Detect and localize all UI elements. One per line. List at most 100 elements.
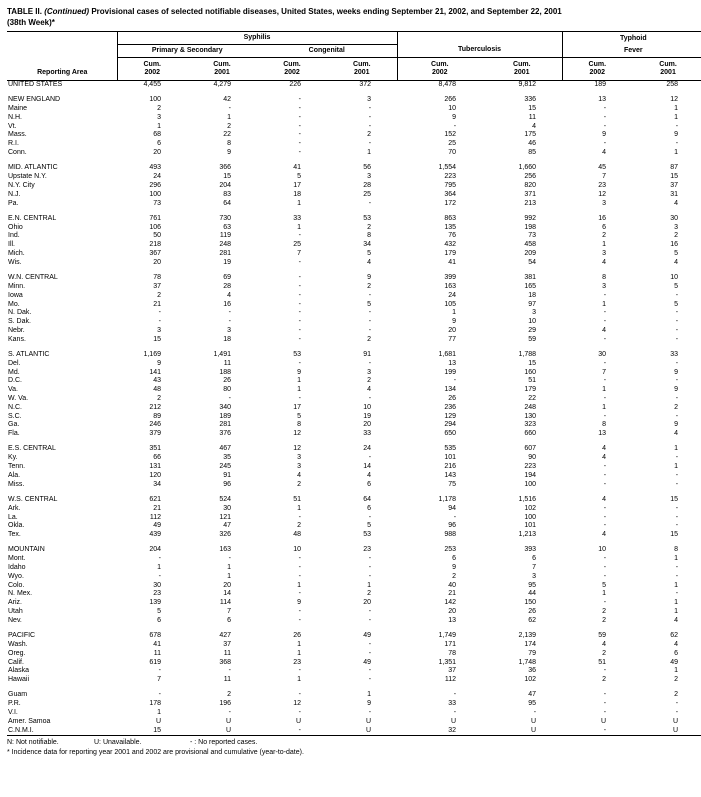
value-cell: -: [675, 454, 679, 462]
value-cell: -: [368, 608, 372, 616]
value-cell: 10: [598, 546, 607, 554]
value-cell: 13: [598, 430, 607, 438]
value-cell: 266: [444, 96, 457, 104]
reporting-area-cell: Okla.: [8, 522, 25, 530]
value-cell: -: [158, 572, 161, 580]
footnote-incidence: * Incidence data for reporting year 2001…: [7, 748, 304, 756]
value-cell: 2: [157, 291, 161, 299]
reporting-area-cell: W.S. CENTRAL: [8, 495, 58, 503]
value-cell: 4: [297, 471, 301, 479]
value-cell: 189: [594, 81, 607, 88]
value-cell: 1: [674, 105, 679, 113]
value-cell: -: [675, 140, 679, 148]
value-cell: 1: [297, 199, 301, 207]
table-row: Vt. 1 2 - - - 4 - -: [7, 123, 701, 132]
value-cell: 2: [602, 649, 607, 657]
value-cell: 8: [227, 140, 231, 148]
value-cell: 2: [157, 105, 161, 113]
value-cell: 730: [219, 214, 231, 222]
footnote-unavailable: U: Unavailable.: [94, 739, 142, 747]
value-cell: -: [228, 318, 231, 326]
value-cell: 15: [670, 531, 679, 539]
value-cell: 18: [223, 335, 231, 343]
reporting-area-cell: N. Mex.: [8, 590, 33, 598]
value-cell: 1: [297, 223, 301, 231]
value-cell: 41: [448, 258, 457, 266]
reporting-area-cell: W.N. CENTRAL: [8, 274, 58, 282]
value-cell: 1: [674, 149, 679, 157]
value-cell: -: [675, 291, 679, 299]
header-area-spacer: [7, 32, 117, 70]
value-cell: 678: [149, 632, 161, 640]
reporting-area-cell: Kans.: [8, 335, 26, 343]
value-cell: -: [603, 105, 607, 113]
value-cell: 163: [219, 546, 231, 554]
value-cell: 97: [528, 300, 537, 308]
value-cell: -: [298, 590, 301, 598]
value-cell: 10: [528, 318, 537, 326]
table-row: UNITED STATES 4,455 4,279 226 372 8,478 9,812 1…: [7, 81, 701, 90]
value-cell: 371: [524, 190, 537, 198]
reporting-area-cell: MID. ATLANTIC: [8, 164, 58, 172]
value-cell: 24: [153, 173, 161, 181]
value-cell: 49: [363, 658, 372, 666]
value-cell: 3: [367, 368, 372, 376]
value-cell: -: [675, 522, 679, 530]
value-cell: -: [368, 113, 372, 121]
value-cell: -: [368, 359, 372, 367]
value-cell: 3: [367, 96, 372, 104]
value-cell: 101: [524, 522, 537, 530]
value-cell: 42: [223, 96, 231, 104]
value-cell: 20: [223, 581, 231, 589]
value-cell: 248: [219, 241, 231, 249]
value-cell: 253: [444, 546, 457, 554]
table-row: E.N. CENTRAL 761 730 33 53 863 992 16 30: [7, 208, 701, 223]
value-cell: -: [298, 258, 301, 266]
value-cell: 152: [444, 131, 457, 139]
table-row: Ala. 120 91 4 4 143 194 - -: [7, 472, 701, 481]
value-cell: 95: [528, 581, 537, 589]
reporting-area-cell: Upstate N.Y.: [8, 173, 47, 181]
value-cell: 24: [448, 291, 457, 299]
table-row: Md. 141 188 9 3 199 160 7 9: [7, 369, 701, 378]
value-cell: 26: [293, 632, 301, 640]
value-cell: 218: [149, 241, 161, 249]
value-cell: 23: [293, 658, 301, 666]
reporting-area-cell: Colo.: [8, 581, 25, 589]
value-cell: 172: [444, 199, 457, 207]
header-tuberculosis: Tuberculosis: [396, 31, 563, 58]
value-cell: 15: [528, 359, 537, 367]
value-cell: 5: [157, 608, 161, 616]
value-cell: 364: [444, 190, 457, 198]
reporting-area-cell: Utah: [8, 608, 23, 616]
value-cell: -: [368, 291, 372, 299]
value-cell: 78: [153, 274, 161, 282]
table-row: P.R. 178 196 12 9 33 95 - -: [7, 700, 701, 709]
value-cell: -: [533, 709, 537, 716]
value-cell: 5: [674, 300, 679, 308]
value-cell: -: [298, 691, 301, 699]
value-cell: 12: [598, 190, 607, 198]
value-cell: 29: [528, 326, 537, 334]
value-cell: 3: [602, 250, 607, 258]
value-cell: 18: [293, 190, 301, 198]
value-cell: U: [225, 726, 231, 734]
reporting-area-cell: S.C.: [8, 412, 22, 420]
header-year-2002: 2002: [561, 69, 633, 81]
header-syphilis: Syphilis: [116, 31, 398, 45]
value-cell: 12: [293, 700, 301, 708]
reporting-area-cell: Maine: [8, 105, 28, 113]
value-cell: 15: [223, 173, 231, 181]
value-cell: 15: [153, 335, 161, 343]
value-cell: 11: [223, 649, 231, 657]
value-cell: 44: [528, 590, 537, 598]
value-cell: -: [603, 555, 607, 563]
value-cell: 9: [367, 700, 372, 708]
value-cell: 7: [157, 676, 161, 684]
footnote-no-reported-cases: - : No reported cases.: [190, 739, 258, 747]
value-cell: 248: [524, 403, 537, 411]
value-cell: 3: [532, 309, 537, 317]
value-cell: -: [453, 709, 457, 716]
table-row: N.J. 100 83 18 25 364 371 12 31: [7, 191, 701, 200]
value-cell: 366: [219, 164, 231, 172]
